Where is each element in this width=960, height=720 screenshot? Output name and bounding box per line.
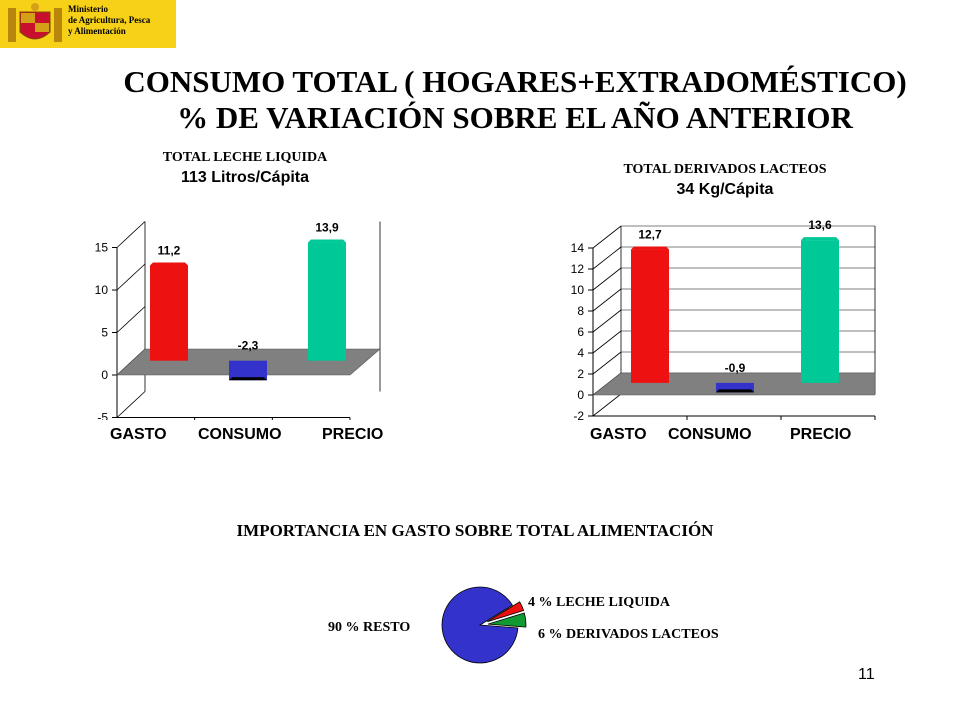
chart2-bar-gasto: [631, 249, 669, 383]
pie-label-derivados: 6 % DERIVADOS LACTEOS: [538, 627, 719, 642]
chart2-tick-label: 12: [571, 262, 585, 276]
chart2-plot: -2 0 2 4 6 8 10 12 14 12,7 -0,9 13,6: [571, 218, 876, 420]
chart1-value-label-precio: 13,9: [315, 221, 339, 235]
chart2-tick-label: -2: [573, 409, 584, 420]
ministry-line-2: de Agricultura, Pesca: [68, 15, 151, 25]
ministry-line-1: Ministerio: [68, 4, 108, 14]
chart1-tick-label: 15: [95, 241, 109, 255]
chart1-tick-label: 10: [95, 283, 109, 297]
chart2-bar-cap-gasto: [631, 246, 669, 250]
chart2-tick-diag: [592, 225, 622, 249]
chart2-bar-consumo: [716, 382, 754, 393]
chart2-tick-diag: [592, 246, 622, 270]
chart2-category-gasto: GASTO: [590, 426, 647, 443]
chart1-tick-diag: [116, 306, 146, 333]
pie-chart: [441, 586, 527, 664]
coat-of-arms-icon: [8, 3, 62, 42]
chart1-category-gasto: GASTO: [110, 426, 167, 443]
chart2-title: TOTAL DERIVADOS LACTEOS: [623, 162, 827, 177]
chart2-tick-label: 14: [571, 241, 585, 255]
chart1-tick-label: 0: [101, 368, 108, 382]
chart2-tick-diag: [592, 351, 622, 375]
chart2-tick-label: 0: [577, 388, 584, 402]
chart1-tick-label: -5: [97, 411, 108, 421]
chart2-bar-precio: [801, 240, 839, 383]
chart1-subtitle: 113 Litros/Cápita: [180, 169, 310, 186]
ministry-name: Ministerio de Agricultura, Pesca y Alime…: [68, 4, 150, 37]
chart1-tick-diag: [116, 221, 146, 248]
chart2-category-consumo: CONSUMO: [668, 426, 752, 443]
page-number: 11: [858, 666, 875, 683]
chart1-tick-diag: [116, 263, 146, 291]
pie-label-leche: 4 % LECHE LIQUIDA: [528, 595, 670, 610]
pie-slice-leche-liquida: [487, 601, 525, 623]
chart1-bar-cap-precio: [308, 239, 346, 243]
ministry-logo: Ministerio de Agricultura, Pesca y Alime…: [0, 0, 176, 48]
chart2-tick-diag: [592, 267, 622, 291]
chart1-tick-diag: [116, 391, 146, 418]
chart2-tick-label: 2: [577, 367, 584, 381]
chart1-title: TOTAL LECHE LIQUIDA: [162, 150, 328, 165]
pie-slice-resto: [441, 586, 519, 664]
chart2-value-label-consumo: -0,9: [725, 361, 746, 375]
pie-title: IMPORTANCIA EN GASTO SOBRE TOTAL ALIMENT…: [236, 521, 714, 540]
chart2-value-label-precio: 13,6: [808, 218, 832, 232]
pie-slice-derivados-lacteos: [487, 612, 527, 628]
chart1-value-label-gasto: 11,2: [158, 244, 181, 258]
chart1-bar-cap-gasto: [150, 262, 188, 266]
chart2-category-precio: PRECIO: [790, 426, 852, 443]
chart2-tick-label: 10: [571, 283, 585, 297]
chart2-tick-label: 6: [577, 325, 584, 339]
chart2-bar-cap-consumo: [716, 389, 754, 393]
main-subtitle: % DE VARIACIÓN SOBRE EL AÑO ANTERIOR: [177, 100, 853, 135]
chart2-tick-label: 8: [577, 304, 584, 318]
chart2-tick-diag: [592, 393, 622, 417]
chart2-tick-diag: [592, 288, 622, 312]
chart2-bar-cap-precio: [801, 237, 839, 241]
chart2-value-label-gasto: 12,7: [638, 228, 662, 242]
chart1-value-label-consumo: -2,3: [238, 339, 259, 353]
chart1-bar-consumo: [229, 360, 267, 381]
chart1-tick-label: 5: [101, 326, 108, 340]
chart1-category-consumo: CONSUMO: [198, 426, 282, 443]
pie-label-resto: 90 % RESTO: [328, 620, 411, 635]
chart2-tick-diag: [592, 309, 622, 333]
chart2-tick-diag: [592, 330, 622, 354]
chart1-plot: -5 0 5 10 15 11,2 -2,3 13,9: [95, 221, 381, 421]
chart1-bar-gasto: [150, 265, 188, 361]
chart2-subtitle: 34 Kg/Cápita: [676, 181, 774, 198]
chart1-bar-precio: [308, 242, 346, 361]
main-title: CONSUMO TOTAL ( HOGARES+EXTRADOMÉSTICO): [123, 64, 907, 99]
ministry-line-3: y Alimentación: [68, 26, 126, 36]
chart1-category-precio: PRECIO: [322, 426, 384, 443]
chart2-tick-label: 4: [577, 346, 584, 360]
chart1-bar-cap-consumo: [229, 377, 267, 381]
